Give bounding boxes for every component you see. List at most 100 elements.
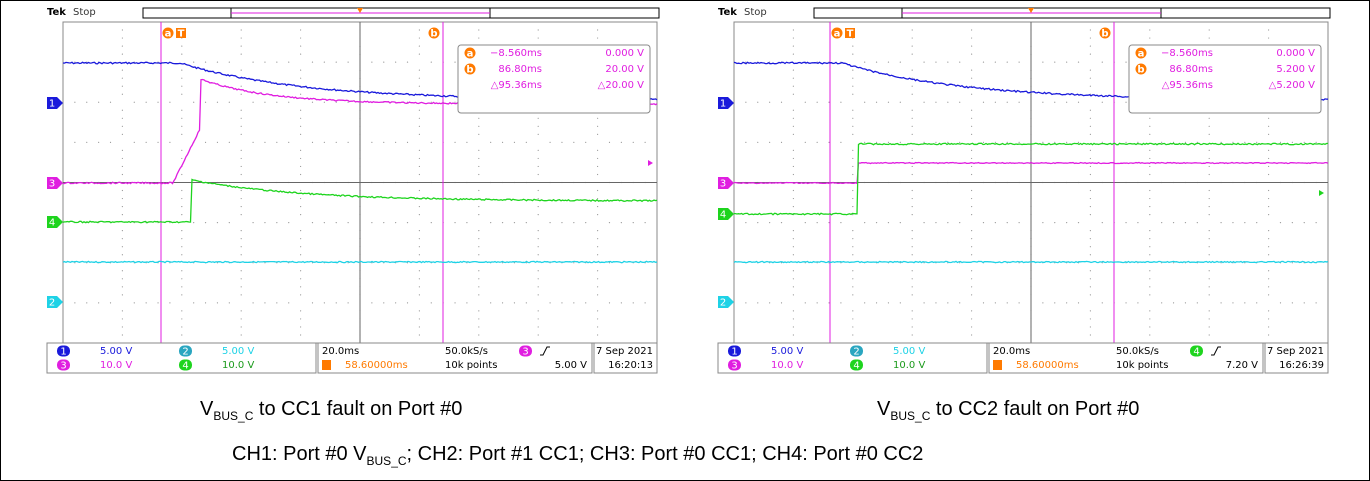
grid-dot bbox=[852, 174, 853, 175]
grid-dot bbox=[157, 302, 158, 303]
grid-dot bbox=[122, 150, 123, 151]
grid-dot bbox=[169, 302, 170, 303]
grid-dot bbox=[466, 142, 467, 143]
grid-dot bbox=[538, 334, 539, 335]
grid-dot bbox=[419, 278, 420, 279]
grid-dot bbox=[1078, 102, 1079, 103]
grid-dot bbox=[1149, 198, 1150, 199]
grid-dot bbox=[419, 158, 420, 159]
grid-dot bbox=[241, 278, 242, 279]
grid-dot bbox=[478, 158, 479, 159]
grid-dot bbox=[745, 222, 746, 223]
grid-dot bbox=[300, 70, 301, 71]
grid-dot bbox=[1007, 302, 1008, 303]
grid-dot bbox=[300, 198, 301, 199]
grid-dot bbox=[912, 270, 913, 271]
grid-dot bbox=[912, 37, 913, 38]
readout-volt: △20.00 V bbox=[598, 80, 644, 91]
grid-dot bbox=[538, 286, 539, 287]
grid-dot bbox=[478, 246, 479, 247]
grid-dot bbox=[597, 126, 598, 127]
grid-dot bbox=[852, 294, 853, 295]
grid-dot bbox=[205, 102, 206, 103]
grid-dot bbox=[935, 142, 936, 143]
grid-dot bbox=[1197, 222, 1198, 223]
grid-dot bbox=[276, 102, 277, 103]
grid-dot bbox=[146, 102, 147, 103]
grid-dot bbox=[1149, 174, 1150, 175]
grid-dot bbox=[971, 150, 972, 151]
timebase: 20.0ms bbox=[322, 346, 359, 357]
grid-dot bbox=[1090, 134, 1091, 135]
readout-time: 86.80ms bbox=[498, 64, 542, 75]
grid-dot bbox=[1090, 198, 1091, 199]
grid-dot bbox=[971, 318, 972, 319]
grid-dot bbox=[419, 294, 420, 295]
trigger-source: 3 bbox=[522, 347, 528, 358]
grid-dot bbox=[645, 222, 646, 223]
grid-dot bbox=[181, 270, 182, 271]
grid-dot bbox=[419, 166, 420, 167]
grid-dot bbox=[597, 118, 598, 119]
grid-dot bbox=[419, 118, 420, 119]
grid-dot bbox=[478, 166, 479, 167]
grid-dot bbox=[181, 238, 182, 239]
grid-dot bbox=[597, 150, 598, 151]
grid-dot bbox=[1161, 222, 1162, 223]
grid-dot bbox=[98, 142, 99, 143]
grid-dot bbox=[538, 318, 539, 319]
grid-dot bbox=[597, 238, 598, 239]
grid-dot bbox=[828, 302, 829, 303]
grid-dot bbox=[276, 302, 277, 303]
grid-dot bbox=[1268, 246, 1269, 247]
grid-dot bbox=[645, 302, 646, 303]
grid-dot bbox=[609, 222, 610, 223]
grid-dot bbox=[324, 102, 325, 103]
grid-dot bbox=[793, 86, 794, 87]
grid-dot bbox=[300, 318, 301, 319]
grid-dot bbox=[241, 37, 242, 38]
grid-dot bbox=[336, 302, 337, 303]
grid-dot bbox=[1125, 62, 1126, 63]
grid-dot bbox=[1149, 37, 1150, 38]
grid-dot bbox=[912, 54, 913, 55]
grid-dot bbox=[840, 302, 841, 303]
grid-dot bbox=[1090, 150, 1091, 151]
grid-dot bbox=[793, 238, 794, 239]
grid-dot bbox=[300, 54, 301, 55]
grid-dot bbox=[538, 134, 539, 135]
grid-dot bbox=[971, 206, 972, 207]
grid-dot bbox=[1042, 62, 1043, 63]
channel-badge-label: 4 bbox=[853, 361, 859, 372]
grid-dot bbox=[1007, 62, 1008, 63]
grid-dot bbox=[828, 142, 829, 143]
grid-dot bbox=[181, 86, 182, 87]
grid-dot bbox=[923, 102, 924, 103]
grid-dot bbox=[538, 206, 539, 207]
grid-dot bbox=[900, 302, 901, 303]
grid-dot bbox=[1019, 102, 1020, 103]
grid-dot bbox=[1102, 302, 1103, 303]
grid-dot bbox=[912, 158, 913, 159]
grid-dot bbox=[217, 62, 218, 63]
grid-dot bbox=[181, 198, 182, 199]
grid-dot bbox=[1090, 45, 1091, 46]
grid-dot bbox=[134, 142, 135, 143]
grid-dot bbox=[241, 326, 242, 327]
readout-time: △95.36ms bbox=[491, 80, 542, 91]
grid-dot bbox=[1054, 222, 1055, 223]
grid-dot bbox=[478, 334, 479, 335]
grid-dot bbox=[478, 29, 479, 30]
grid-dot bbox=[971, 246, 972, 247]
grid-dot bbox=[912, 166, 913, 167]
grid-dot bbox=[478, 310, 479, 311]
grid-dot bbox=[1268, 198, 1269, 199]
grid-dot bbox=[514, 142, 515, 143]
grid-dot bbox=[852, 110, 853, 111]
grid-dot bbox=[181, 294, 182, 295]
grid-dot bbox=[264, 62, 265, 63]
grid-dot bbox=[193, 222, 194, 223]
grid-dot bbox=[852, 318, 853, 319]
grid-dot bbox=[597, 334, 598, 335]
grid-dot bbox=[538, 158, 539, 159]
